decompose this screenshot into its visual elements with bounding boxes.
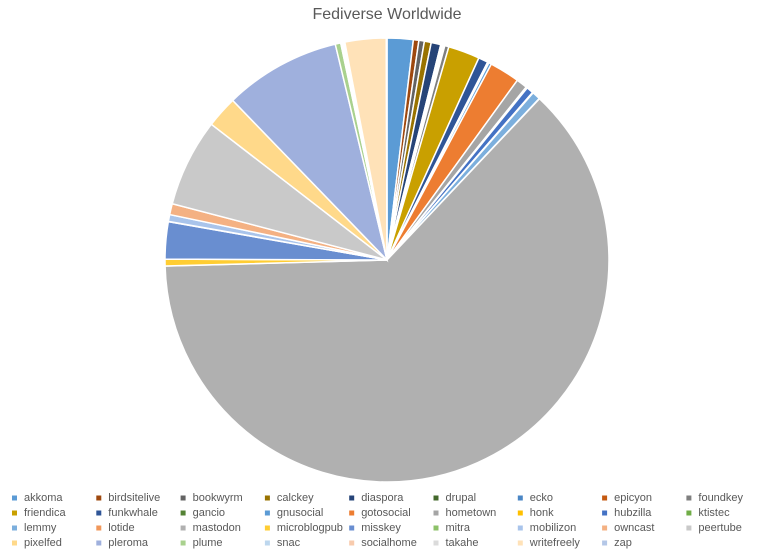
legend-swatch [264,495,270,501]
legend-label: gotosocial [361,507,411,519]
legend-label: gnusocial [277,507,323,519]
legend-label: zap [614,537,632,549]
legend-label: akkoma [24,492,63,504]
legend-label: epicyon [614,492,652,504]
legend-label: bookwyrm [193,492,243,504]
legend-label: plume [193,537,223,549]
legend-swatch [12,525,17,531]
legend-label: diaspora [361,492,404,504]
legend-swatch [349,525,355,531]
legend-label: foundkey [698,492,743,504]
legend-label: hubzilla [614,507,652,519]
pie-slice [164,97,610,483]
legend-label: snac [277,537,301,549]
legend-label: funkwhale [108,507,158,519]
legend-swatch [96,525,102,531]
legend-label: socialhome [361,537,417,549]
legend-swatch [180,540,186,546]
legend-swatch [433,495,439,501]
legend-swatch [180,510,186,516]
legend-swatch [349,540,355,546]
legend-swatch [12,540,17,546]
legend-swatch [264,525,270,531]
pie-slice [231,43,389,263]
legend-label: ecko [530,492,553,504]
legend-swatch [517,495,523,501]
legend-label: lemmy [24,522,57,534]
legend-swatch [602,540,608,546]
legend-swatch [433,510,439,516]
legend-swatch [686,525,692,531]
pie-slice [385,37,388,261]
legend-label: drupal [446,492,477,504]
legend-swatch [180,495,186,501]
legend-swatch [96,495,102,501]
legend-label: mobilizon [530,522,576,534]
legend-swatch [433,540,439,546]
legend-label: calckey [277,492,314,504]
legend-swatch [517,540,523,546]
legend-swatch [686,510,692,516]
legend-label: takahe [446,537,479,549]
legend-label: birdsitelive [108,492,160,504]
legend-swatch [686,495,692,501]
legend-label: microblogpub [277,522,343,534]
legend-label: misskey [361,522,401,534]
legend-swatch [96,510,102,516]
legend-swatch [264,540,270,546]
legend-swatch [349,510,355,516]
legend-swatch [602,510,608,516]
legend-label: honk [530,507,554,519]
legend-swatch [517,525,523,531]
chart-title: Fediverse Worldwide [312,6,461,23]
legend-swatch [433,525,439,531]
legend-swatch [349,495,355,501]
legend-label: hometown [446,507,497,519]
legend-swatch [602,525,608,531]
legend-label: friendica [24,507,66,519]
legend-swatch [602,495,608,501]
legend-label: mitra [446,522,471,534]
legend-swatch [12,510,17,516]
legend-label: owncast [614,522,654,534]
legend-swatch [180,525,186,531]
legend-label: writefreely [529,537,581,549]
legend-swatch [12,495,17,501]
legend-label: mastodon [193,522,241,534]
legend-swatch [264,510,270,516]
legend-label: lotide [108,522,134,534]
legend-swatch [517,510,523,516]
legend-swatch [96,540,102,546]
legend-label: peertube [698,522,741,534]
legend-label: pixelfed [24,537,62,549]
legend-label: gancio [193,507,225,519]
legend-label: ktistec [698,507,730,519]
legend-label: pleroma [108,537,149,549]
